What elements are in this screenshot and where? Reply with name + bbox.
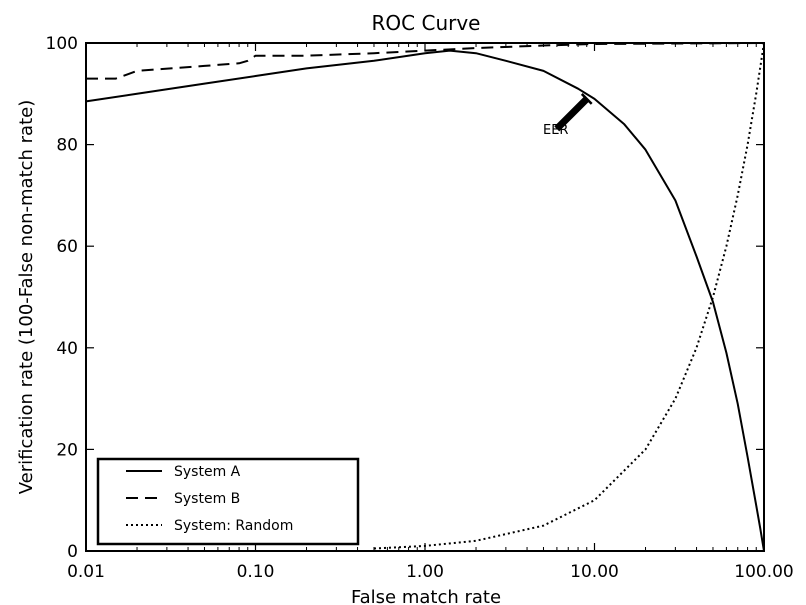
y-tick-label: 0 — [67, 542, 78, 562]
legend-label: System: Random — [174, 518, 293, 534]
series-system-b-line — [86, 42, 765, 80]
eer-label: EER — [543, 123, 568, 138]
y-tick-label: 40 — [56, 339, 78, 359]
eer-arrow-head — [580, 93, 593, 105]
legend-box — [96, 457, 360, 546]
y-tick-label: 60 — [56, 237, 78, 257]
y-axis-label: Verification rate (100-False non-match r… — [16, 100, 37, 494]
chart-title: ROC Curve — [372, 11, 481, 35]
legend-label: System A — [174, 464, 241, 480]
y-tick-label: 80 — [56, 136, 78, 156]
y-tick-label: 20 — [56, 440, 78, 460]
plot-area — [85, 42, 765, 552]
series-system-a-line — [85, 49, 765, 552]
legend: System A System B System: Random — [96, 457, 360, 546]
x-tick-label: 0.01 — [67, 562, 105, 582]
x-tick-label: 1.00 — [406, 562, 444, 582]
x-tick-label: 10.00 — [570, 562, 619, 582]
legend-label: System B — [174, 491, 240, 507]
x-tick-label: 100.00 — [734, 562, 793, 582]
y-axis-ticks: 0 20 40 60 80 100 — [46, 34, 764, 562]
eer-arrow-shaft — [554, 96, 590, 132]
series-system-random-line — [373, 42, 765, 550]
eer-annotation: EER — [543, 93, 593, 138]
y-tick-label: 100 — [46, 34, 78, 54]
x-tick-label: 0.10 — [237, 562, 275, 582]
x-axis-label: False match rate — [351, 587, 501, 605]
x-axis-ticks: 0.01 0.10 1.00 10.00 100.00 — [67, 43, 794, 582]
